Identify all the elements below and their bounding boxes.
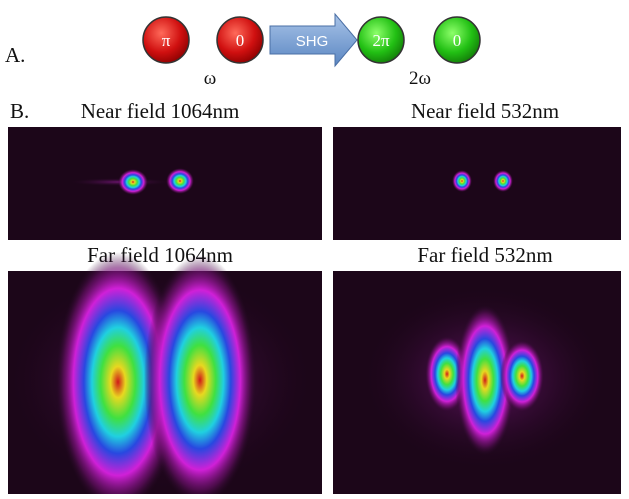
panel-label: A. xyxy=(5,43,25,67)
mode-label: 2π xyxy=(372,31,390,50)
output-modes: 2π 0 xyxy=(358,17,480,63)
beam-lobe xyxy=(144,255,256,494)
arrow-label: SHG xyxy=(296,33,329,50)
beam-spot xyxy=(493,170,513,192)
mode-label: 0 xyxy=(236,31,245,50)
input-modes: π 0 xyxy=(143,17,263,63)
image-title: Far field 532nm xyxy=(417,243,552,267)
frequency-label: 2ω xyxy=(409,68,431,89)
beam-image xyxy=(333,271,621,494)
beam-image xyxy=(8,127,322,240)
image-title: Near field 1064nm xyxy=(81,99,240,123)
mode-label: π xyxy=(162,31,171,50)
panel-label: B. xyxy=(10,99,29,123)
page: {"panel_a": {"label": "A.", "input_modes… xyxy=(0,0,629,494)
beam-spot xyxy=(452,170,472,192)
beam-image xyxy=(333,127,621,240)
mode-label: 0 xyxy=(453,31,462,50)
beam-spot xyxy=(166,168,194,194)
image-background xyxy=(333,127,621,240)
beam-lobe xyxy=(500,340,544,412)
beam-spot xyxy=(118,169,148,195)
frequency-label: ω xyxy=(204,68,217,89)
figure: A. π 0 SHG 2π 0 ω 2ω B. Near field 1064n… xyxy=(0,0,629,494)
image-title: Near field 532nm xyxy=(411,99,559,123)
beam-image xyxy=(8,252,322,494)
